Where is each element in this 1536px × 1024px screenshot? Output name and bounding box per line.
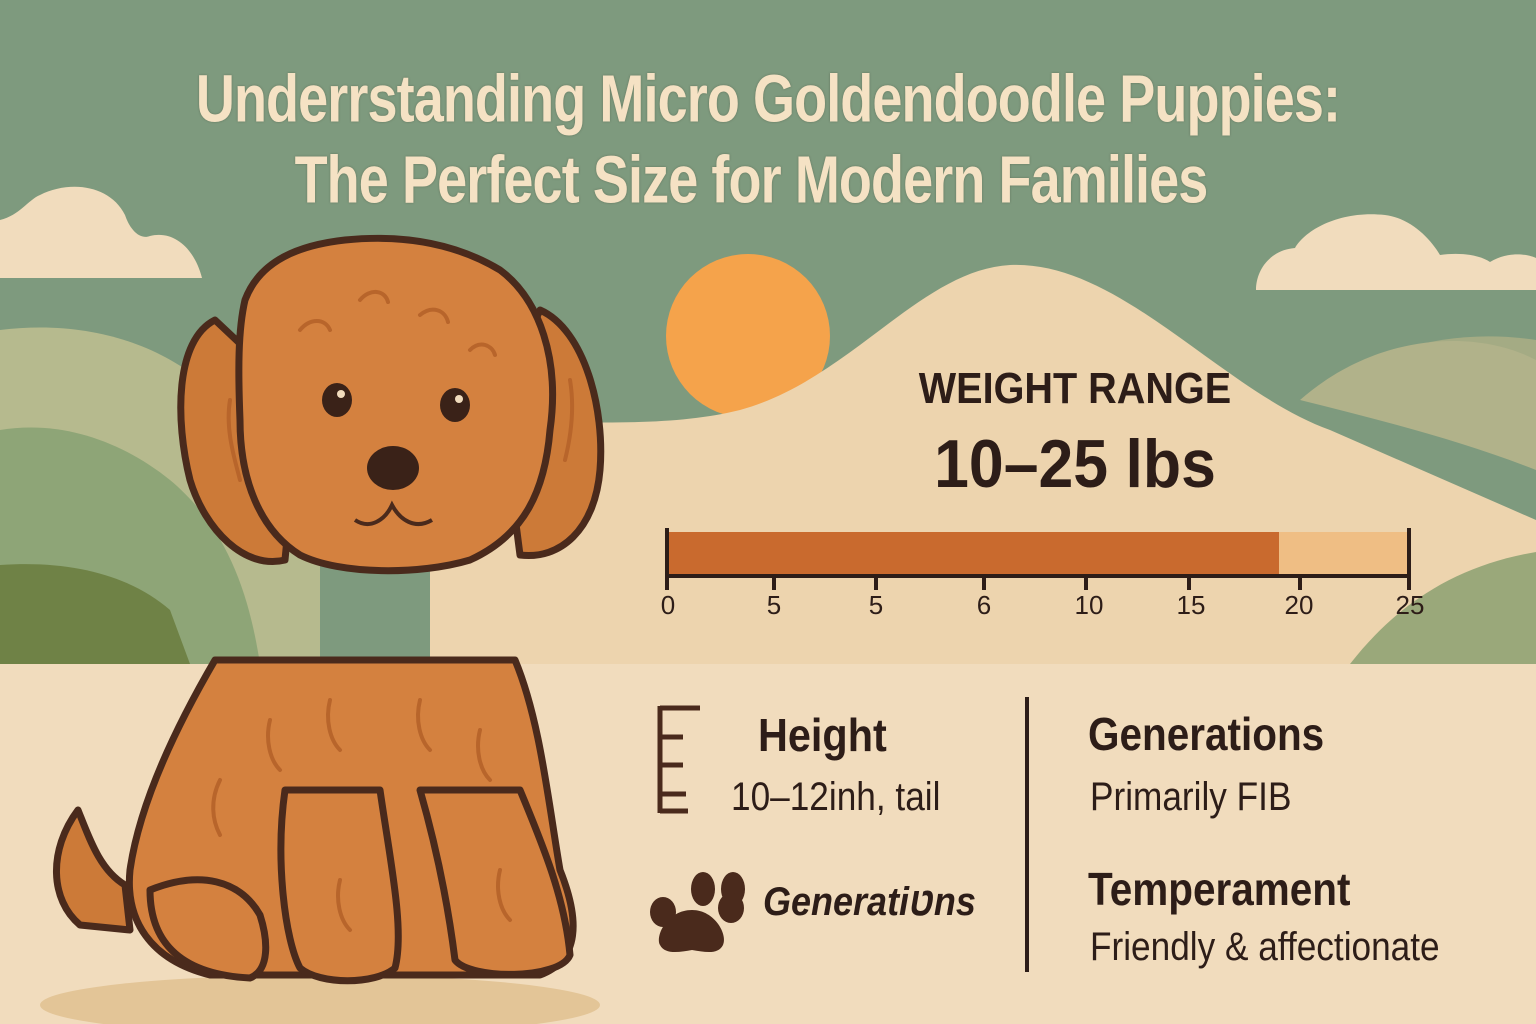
tick-label: 6	[976, 590, 992, 620]
weight-bar-chart	[665, 528, 1411, 590]
paw-generations-label: Generatiטns	[763, 880, 976, 924]
bar-filled	[668, 532, 1279, 574]
weight-range-value: 10–25 lbs	[934, 426, 1216, 502]
title-line-2: The Perfect Size for Modern Families	[294, 141, 1209, 218]
generations-title: Generations	[1088, 708, 1325, 760]
bar-remaining	[1279, 532, 1409, 574]
tick-label: 0	[660, 590, 676, 620]
height-title: Height	[758, 709, 887, 761]
divider	[1025, 697, 1029, 972]
tick-label: 25	[1395, 590, 1425, 620]
tick-label: 20	[1284, 590, 1314, 620]
ruler-icon	[657, 705, 700, 814]
tick-label: 15	[1176, 590, 1206, 620]
puppy-face	[211, 290, 575, 932]
sun-icon	[666, 254, 830, 418]
tick-label: 5	[766, 590, 782, 620]
cloud-left	[0, 186, 202, 278]
paw-print-icon	[650, 872, 745, 953]
title-line-1: Underrstanding Micro Goldendoodle Puppie…	[195, 60, 1341, 137]
tick-label: 10	[1074, 590, 1104, 620]
temperament-title: Temperament	[1088, 863, 1351, 915]
tick-label: 5	[868, 590, 884, 620]
temperament-value: Friendly & affectionate	[1090, 925, 1440, 969]
cloud-right	[1256, 214, 1536, 290]
weight-range-label: WEIGHT RANGE	[918, 364, 1232, 413]
generations-value: Primarily FIB	[1090, 775, 1292, 819]
height-value: 10–12inh, tail	[731, 775, 941, 819]
